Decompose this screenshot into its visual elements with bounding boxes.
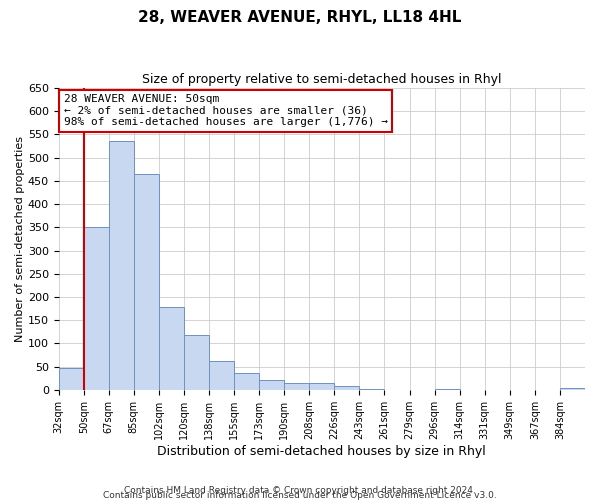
Bar (134, 174, 159, 390)
Bar (209, 361, 234, 390)
Text: 28, WEAVER AVENUE, RHYL, LL18 4HL: 28, WEAVER AVENUE, RHYL, LL18 4HL (139, 10, 461, 25)
Text: Contains HM Land Registry data © Crown copyright and database right 2024.: Contains HM Land Registry data © Crown c… (124, 486, 476, 495)
Bar (83, 228, 109, 390)
Text: Contains public sector information licensed under the Open Government Licence v3: Contains public sector information licen… (103, 490, 497, 500)
Bar (259, 380, 284, 390)
Bar (59, 368, 83, 390)
Bar (159, 307, 184, 390)
Bar (334, 386, 359, 390)
Title: Size of property relative to semi-detached houses in Rhyl: Size of property relative to semi-detach… (142, 72, 502, 86)
Bar (434, 389, 460, 390)
Bar (309, 383, 334, 390)
Bar (560, 388, 585, 390)
Y-axis label: Number of semi-detached properties: Number of semi-detached properties (15, 136, 25, 342)
X-axis label: Distribution of semi-detached houses by size in Rhyl: Distribution of semi-detached houses by … (157, 444, 486, 458)
Bar (234, 373, 259, 390)
Bar (284, 383, 309, 390)
Bar (109, 142, 134, 390)
Bar (184, 335, 209, 390)
Text: 28 WEAVER AVENUE: 50sqm
← 2% of semi-detached houses are smaller (36)
98% of sem: 28 WEAVER AVENUE: 50sqm ← 2% of semi-det… (64, 94, 388, 128)
